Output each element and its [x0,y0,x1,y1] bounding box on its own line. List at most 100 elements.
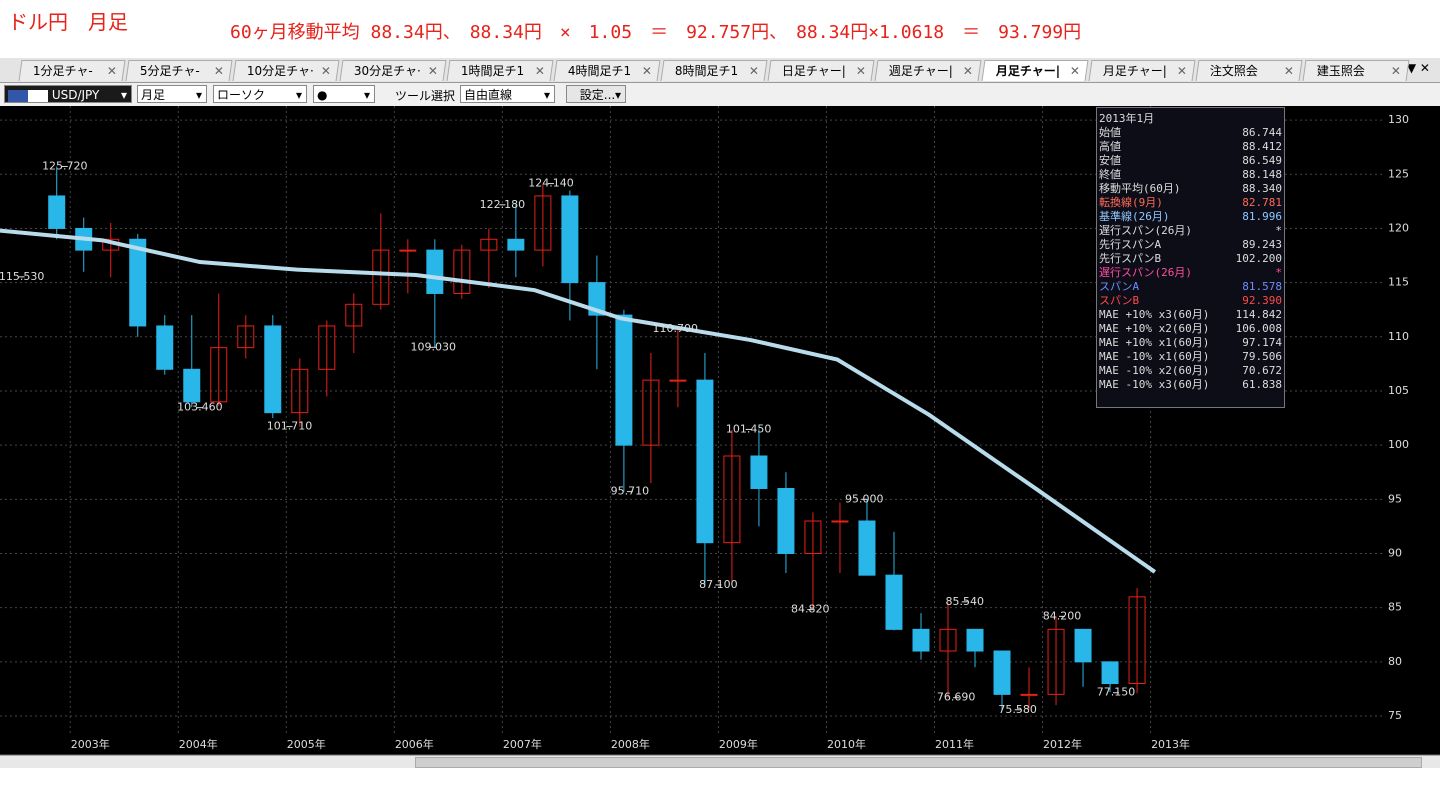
panel-row: 転換線(9月) 82.781 [1099,196,1282,210]
info-panel: 2013年1月 始値 86.744 高値 88.412 安値 86.549 終値 88.148… [1096,107,1285,408]
x-tick-label: 2006年 [395,737,434,751]
candle-body [642,379,660,446]
candle-body [939,628,957,652]
period: 月足 [141,88,166,102]
tab[interactable]: 1時間足チ1 ✕ [446,60,554,81]
style: ローソク [217,88,266,102]
panel-row: 安値 86.549 [1099,154,1282,168]
tab-close[interactable]: ✕ [427,64,438,78]
x-tick-label: 2010年 [827,737,866,751]
tab[interactable]: 建玉照会 ✕ [1302,60,1410,81]
candle-body [966,628,984,652]
y-tick-label: 115 [1388,276,1409,289]
tab[interactable]: 8時間足チ1 ✕ [660,60,768,81]
settings-button[interactable]: 設定... [566,85,626,104]
y-tick-label: 130 [1388,113,1409,126]
page-title: ドル円 月足 [8,10,128,34]
panel-row: MAE +10% x3(60月) 114.842 [1099,308,1282,322]
candle-body [372,249,390,305]
scroll-thumb[interactable] [415,757,1422,768]
candle-body [345,303,363,327]
candle-body [615,314,633,446]
panel-label: 安値 [1099,154,1121,167]
marker-select[interactable]: ● [313,85,375,104]
panel-value: 88.148 [1242,168,1282,181]
tab-label: 1時間足チ1 [460,64,525,78]
tab[interactable]: 1分足チャ- ✕ [18,60,126,81]
tab-close[interactable]: ✕ [1069,64,1080,78]
panel-value: 92.390 [1242,294,1282,307]
tab-close[interactable]: ✕ [962,64,973,78]
tab-close[interactable]: ✕ [106,64,117,78]
y-tick-label: 80 [1388,655,1402,668]
tab[interactable]: 月足チャー| ✕ [981,60,1089,81]
x-tick-label: 2004年 [179,737,218,751]
panel-value: * [1275,266,1282,279]
tab-close[interactable]: ✕ [641,64,652,78]
candle-body [453,249,471,294]
tab-close[interactable]: ✕ [1390,64,1401,78]
page-note: 60ヶ月移動平均 88.34円、 88.34円 × 1.05 ＝ 92.757円… [230,22,1082,43]
extreme-label: 75.580 [998,703,1037,716]
moving-average-line [0,228,1157,574]
period-select[interactable]: 月足 [137,85,207,104]
settings: 設定... [579,88,616,102]
panel-row: MAE -10% x3(60月) 61.838 [1099,378,1282,392]
tab[interactable]: 日足チャー| ✕ [767,60,875,81]
tab-close[interactable]: ✕ [748,64,759,78]
tool-select[interactable]: 自由直線 [460,85,555,104]
tab-close[interactable]: ✕ [855,64,866,78]
extreme-label: 87.100 [699,578,738,591]
tab-close[interactable]: ✕ [320,64,331,78]
tab-label: 建玉照会 [1316,64,1365,78]
panel-label: スパンA [1099,280,1140,293]
panel-value: * [1275,224,1282,237]
tab-close[interactable]: ✕ [1283,64,1294,78]
candle-body [534,195,552,251]
tab-menu[interactable]: ▼ ✕ [1406,61,1430,75]
panel-row: 基準線(26月) 81.996 [1099,210,1282,224]
extreme-label: 95.000 [845,492,884,505]
candle-body [1128,596,1146,685]
y-tick-label: 90 [1388,547,1402,560]
style-select[interactable]: ローソク [213,85,307,104]
panel-label: 基準線(26月) [1099,210,1170,223]
panel-row: 遅行スパン(26月) * [1099,224,1282,238]
panel-value: 106.008 [1235,322,1282,335]
tab-label: 4時間足チ1 [567,64,632,78]
panel-row: MAE +10% x1(60月) 97.174 [1099,336,1282,350]
tab-close[interactable]: ✕ [213,64,224,78]
extreme-label: 124.140 [528,177,574,190]
symbol-select[interactable]: USD/JPY [4,85,132,104]
panel-label: 遅行スパン(26月) [1099,224,1193,237]
candle-body [237,325,255,349]
extreme-label: 101.450 [726,422,772,435]
candle-body [723,455,741,544]
candle-body [912,628,930,652]
tab-close[interactable]: ✕ [1176,64,1187,78]
candle-body [183,368,201,403]
panel-row: 先行スパンA 89.243 [1099,238,1282,252]
symbol: USD/JPY [51,88,100,102]
tab[interactable]: 4時間足チ1 ✕ [553,60,661,81]
extreme-label: 122.180 [480,198,526,211]
panel-value: 88.340 [1242,182,1282,195]
panel-value: 114.842 [1235,308,1282,321]
tab-label: 8時間足チ1 [674,64,739,78]
extreme-label: 76.690 [937,691,976,704]
candle-body [318,325,336,370]
panel-value: 70.672 [1242,364,1282,377]
tab[interactable]: 30分足チャ· ✕ [339,60,447,81]
panel-value: 88.412 [1242,140,1282,153]
tab[interactable]: 5分足チャ- ✕ [125,60,233,81]
panel-row: MAE +10% x2(60月) 106.008 [1099,322,1282,336]
tab[interactable]: 月足チャー| ✕ [1088,60,1196,81]
scrollbar[interactable] [0,755,1440,768]
tab[interactable]: 注文照会 ✕ [1195,60,1303,81]
tab[interactable]: 週足チャー| ✕ [874,60,982,81]
tab-label: 5分足チャ- [139,64,200,78]
tab-close[interactable]: ✕ [534,64,545,78]
tab[interactable]: 10分足チャ· ✕ [232,60,340,81]
panel-value: 81.578 [1242,280,1282,293]
